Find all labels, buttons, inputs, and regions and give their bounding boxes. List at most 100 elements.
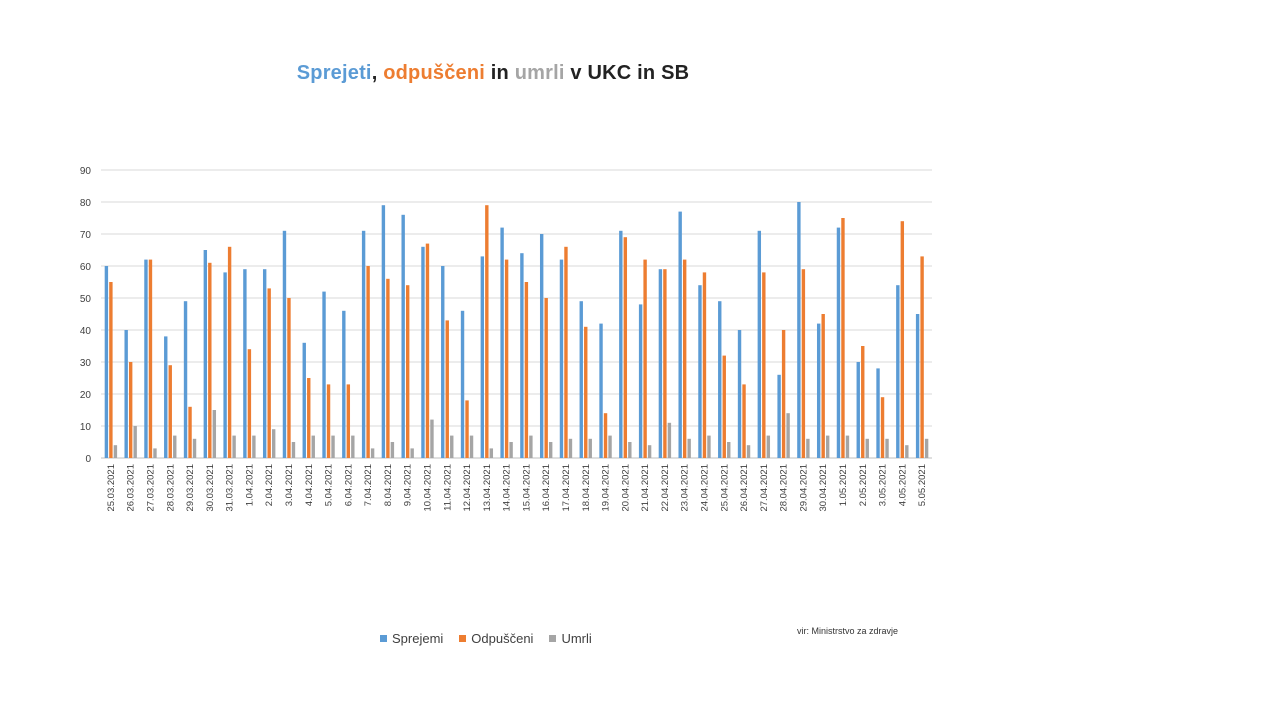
bar-odpueni — [821, 314, 825, 458]
bar-odpueni — [603, 413, 608, 458]
bar-odpueni — [762, 272, 766, 458]
chart-title-part: v UKC in SB — [564, 62, 690, 84]
legend-label-sprejemi: Sprejemi — [392, 631, 444, 646]
chart-title-part: umrli — [514, 62, 565, 84]
x-tick-label: 26.03.2021 — [126, 464, 137, 512]
x-tick-label: 18.04.2021 — [581, 464, 592, 512]
legend-label-umrli: Umrli — [561, 631, 592, 646]
bar-sprejemi — [421, 246, 425, 458]
x-tick-label: 16.04.2021 — [541, 464, 552, 512]
y-tick-label: 80 — [80, 198, 92, 209]
bar-umrli — [548, 442, 553, 458]
bar-sprejemi — [658, 269, 663, 458]
bar-sprejemi — [619, 230, 623, 458]
x-tick-label: 28.04.2021 — [779, 464, 790, 512]
x-tick-label: 5.04.2021 — [324, 464, 335, 506]
bar-odpueni — [524, 282, 529, 458]
bar-umrli — [825, 435, 830, 458]
x-tick-label: 14.04.2021 — [502, 464, 513, 512]
bar-sprejemi — [816, 323, 821, 458]
y-tick-label: 40 — [80, 326, 92, 337]
bar-umrli — [885, 438, 889, 458]
x-tick-label: 12.04.2021 — [462, 464, 473, 512]
x-tick-label: 17.04.2021 — [561, 464, 572, 512]
x-tick-label: 4.04.2021 — [304, 464, 315, 506]
y-tick-label: 50 — [80, 294, 92, 305]
bar-odpueni — [405, 285, 410, 458]
bar-odpueni — [801, 269, 806, 458]
bar-sprejemi — [124, 330, 128, 458]
chart-title-part: Sprejeti — [296, 62, 372, 84]
bar-umrli — [707, 435, 711, 458]
x-tick-label: 9.04.2021 — [403, 464, 414, 506]
bar-umrli — [905, 445, 909, 458]
bar-odpueni — [346, 384, 351, 458]
bar-odpueni — [386, 278, 390, 458]
x-tick-label: 1.05.2021 — [838, 464, 849, 506]
bar-umrli — [153, 448, 157, 458]
x-tick-label: 8.04.2021 — [383, 464, 394, 506]
bar-umrli — [311, 435, 315, 458]
bar-odpueni — [781, 330, 786, 458]
bar-odpueni — [227, 246, 232, 458]
bar-sprejemi — [737, 330, 742, 458]
bar-umrli — [469, 435, 474, 458]
y-tick-label: 90 — [80, 166, 92, 177]
bar-odpueni — [445, 320, 449, 458]
bar-umrli — [766, 435, 771, 458]
bar-umrli — [489, 448, 494, 458]
bar-odpueni — [564, 246, 568, 458]
bar-odpueni — [643, 259, 647, 458]
bar-sprejemi — [678, 211, 682, 458]
bar-umrli — [727, 442, 731, 458]
x-tick-label: 3.04.2021 — [284, 464, 295, 506]
x-tick-label: 20.04.2021 — [620, 464, 631, 512]
x-tick-label: 2.05.2021 — [858, 464, 869, 506]
x-tick-label: 5.05.2021 — [917, 464, 928, 506]
bar-sprejemi — [322, 291, 326, 458]
bar-odpueni — [128, 362, 133, 458]
bar-sprejemi — [104, 266, 109, 458]
bar-sprejemi — [302, 342, 306, 458]
bar-umrli — [746, 445, 751, 458]
x-tick-label: 4.05.2021 — [897, 464, 908, 506]
legend: Sprejemi Odpuščeni Umrli — [380, 631, 592, 646]
legend-label-odpusceni: Odpuščeni — [471, 631, 534, 646]
bar-umrli — [252, 435, 256, 458]
x-tick-label: 25.03.2021 — [106, 464, 117, 512]
x-tick-label: 24.04.2021 — [699, 464, 710, 512]
x-tick-label: 30.04.2021 — [818, 464, 829, 512]
bar-umrli — [291, 442, 296, 458]
bar-sprejemi — [183, 301, 188, 458]
bar-umrli — [924, 438, 929, 458]
bar-sprejemi — [223, 272, 227, 458]
bar-odpueni — [287, 298, 291, 458]
x-tick-label: 29.04.2021 — [798, 464, 809, 512]
bar-odpueni — [861, 346, 865, 458]
x-tick-label: 27.04.2021 — [759, 464, 770, 512]
bar-sprejemi — [579, 301, 583, 458]
bar-umrli — [687, 438, 691, 458]
bar-umrli — [450, 435, 454, 458]
bar-odpueni — [722, 355, 726, 458]
bar-sprejemi — [797, 202, 801, 458]
bar-odpueni — [584, 326, 588, 458]
x-tick-label: 15.04.2021 — [521, 464, 532, 512]
bar-sprejemi — [638, 304, 643, 458]
bar-odpueni — [247, 349, 252, 458]
bar-sprejemi — [401, 214, 405, 458]
x-tick-label: 1.04.2021 — [244, 464, 255, 506]
x-tick-label: 11.04.2021 — [442, 464, 453, 511]
bar-odpueni — [504, 259, 509, 458]
bar-odpueni — [188, 406, 192, 458]
bar-odpueni — [168, 365, 172, 458]
bar-odpueni — [841, 218, 845, 458]
chart-title-part: in — [485, 62, 515, 84]
bar-odpueni — [880, 397, 885, 458]
legend-item-umrli: Umrli — [549, 631, 592, 646]
legend-item-odpusceni: Odpuščeni — [459, 631, 533, 646]
bar-sprejemi — [203, 250, 208, 458]
bar-sprejemi — [480, 256, 485, 458]
bar-sprejemi — [718, 301, 722, 458]
